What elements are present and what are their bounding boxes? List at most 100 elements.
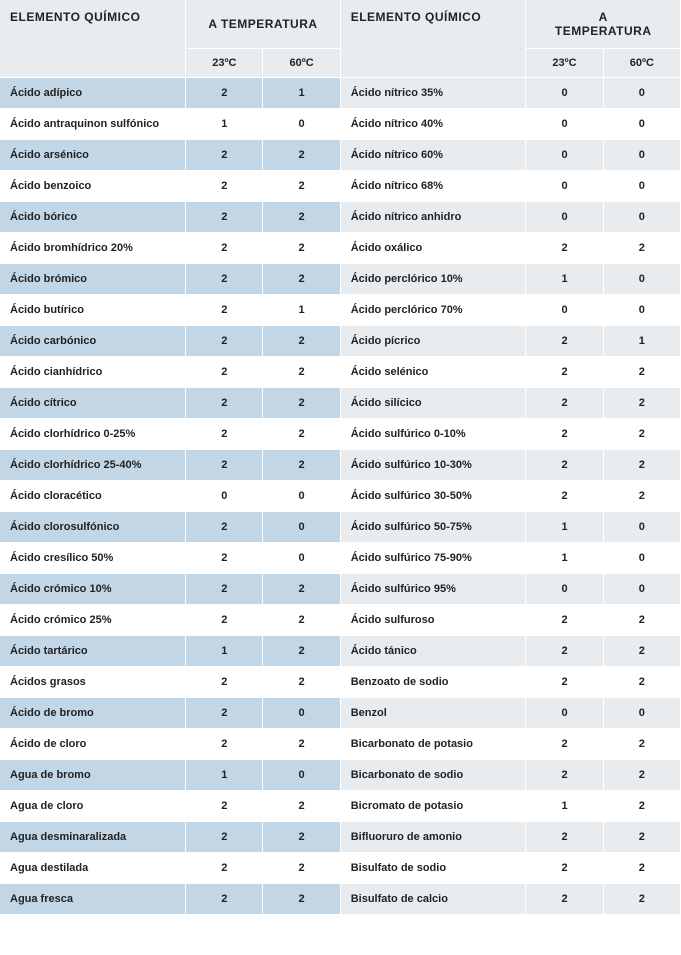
- element-value: 2: [263, 264, 340, 295]
- element-name: Ácido adípico: [0, 78, 186, 109]
- element-value: 0: [526, 202, 603, 233]
- element-value: 0: [186, 481, 263, 512]
- table-row: Ácido butírico21Ácido perclórico 70%00: [0, 295, 681, 326]
- header-23-right: 23ºC: [526, 49, 603, 78]
- element-value: 1: [526, 264, 603, 295]
- element-name: Ácido clorhídrico 0-25%: [0, 419, 186, 450]
- element-value: 0: [526, 295, 603, 326]
- element-name: Bisulfato de sodio: [340, 853, 526, 884]
- element-value: 1: [186, 760, 263, 791]
- element-value: 2: [526, 853, 603, 884]
- element-value: 0: [603, 140, 680, 171]
- element-name: Ácido sulfuroso: [340, 605, 526, 636]
- element-name: Agua destilada: [0, 853, 186, 884]
- element-value: 2: [603, 233, 680, 264]
- element-value: 1: [526, 512, 603, 543]
- element-value: 0: [263, 698, 340, 729]
- element-value: 2: [186, 853, 263, 884]
- element-name: Ácido perclórico 10%: [340, 264, 526, 295]
- element-value: 2: [526, 636, 603, 667]
- element-name: Bicromato de potasio: [340, 791, 526, 822]
- element-value: 2: [263, 419, 340, 450]
- element-value: 0: [603, 202, 680, 233]
- element-name: Ácido oxálico: [340, 233, 526, 264]
- element-value: 1: [526, 543, 603, 574]
- element-value: 2: [186, 791, 263, 822]
- element-value: 2: [603, 450, 680, 481]
- element-name: Ácido nítrico anhidro: [340, 202, 526, 233]
- element-value: 0: [603, 264, 680, 295]
- table-row: Ácido tartárico12Ácido tánico22: [0, 636, 681, 667]
- table-row: Ácido carbónico22Ácido pícrico21: [0, 326, 681, 357]
- element-value: 2: [186, 171, 263, 202]
- element-name: Ácidos grasos: [0, 667, 186, 698]
- element-value: 1: [526, 791, 603, 822]
- table-row: Ácido bórico22Ácido nítrico anhidro00: [0, 202, 681, 233]
- element-value: 2: [526, 450, 603, 481]
- table-row: Ácido clorosulfónico20Ácido sulfúrico 50…: [0, 512, 681, 543]
- element-value: 2: [603, 884, 680, 915]
- table-row: Ácido cloracético00Ácido sulfúrico 30-50…: [0, 481, 681, 512]
- element-name: Ácido carbónico: [0, 326, 186, 357]
- element-value: 2: [526, 729, 603, 760]
- element-value: 2: [603, 760, 680, 791]
- element-value: 2: [526, 667, 603, 698]
- element-value: 2: [186, 78, 263, 109]
- element-value: 2: [186, 264, 263, 295]
- element-value: 2: [526, 357, 603, 388]
- element-value: 2: [263, 667, 340, 698]
- table-row: Ácido arsénico22Ácido nítrico 60%00: [0, 140, 681, 171]
- element-name: Agua fresca: [0, 884, 186, 915]
- element-name: Ácido pícrico: [340, 326, 526, 357]
- element-name: Ácido selénico: [340, 357, 526, 388]
- element-value: 2: [186, 543, 263, 574]
- element-value: 2: [186, 450, 263, 481]
- element-value: 2: [263, 450, 340, 481]
- element-value: 2: [263, 636, 340, 667]
- element-name: Ácido cítrico: [0, 388, 186, 419]
- element-value: 2: [186, 357, 263, 388]
- element-name: Ácido arsénico: [0, 140, 186, 171]
- header-element-left: ELEMENTO QUÍMICO: [0, 0, 186, 78]
- table-row: Ácido cresílico 50%20Ácido sulfúrico 75-…: [0, 543, 681, 574]
- table-row: Ácido clorhídrico 25-40%22Ácido sulfúric…: [0, 450, 681, 481]
- element-value: 0: [526, 78, 603, 109]
- element-name: Ácido brómico: [0, 264, 186, 295]
- element-value: 2: [186, 419, 263, 450]
- table-row: Agua destilada22Bisulfato de sodio22: [0, 853, 681, 884]
- element-value: 0: [603, 295, 680, 326]
- element-value: 2: [603, 667, 680, 698]
- element-value: 2: [186, 667, 263, 698]
- table-row: Ácido de cloro22Bicarbonato de potasio22: [0, 729, 681, 760]
- table-row: Ácido adípico21Ácido nítrico 35%00: [0, 78, 681, 109]
- element-name: Ácido nítrico 40%: [340, 109, 526, 140]
- element-name: Ácido butírico: [0, 295, 186, 326]
- table-row: Ácido antraquinon sulfónico10Ácido nítri…: [0, 109, 681, 140]
- element-value: 2: [186, 202, 263, 233]
- table-row: Ácido crómico 10%22Ácido sulfúrico 95%00: [0, 574, 681, 605]
- element-value: 1: [186, 109, 263, 140]
- element-name: Ácido bromhídrico 20%: [0, 233, 186, 264]
- element-value: 0: [603, 171, 680, 202]
- table-row: Ácido cianhídrico22Ácido selénico22: [0, 357, 681, 388]
- element-name: Agua de cloro: [0, 791, 186, 822]
- element-value: 1: [186, 636, 263, 667]
- element-value: 2: [263, 822, 340, 853]
- element-name: Ácido de bromo: [0, 698, 186, 729]
- element-value: 2: [526, 884, 603, 915]
- table-row: Ácido brómico22Ácido perclórico 10%10: [0, 264, 681, 295]
- element-value: 2: [186, 512, 263, 543]
- element-value: 2: [263, 388, 340, 419]
- element-value: 2: [526, 388, 603, 419]
- element-value: 2: [263, 605, 340, 636]
- element-value: 0: [526, 140, 603, 171]
- element-value: 2: [603, 605, 680, 636]
- element-value: 0: [526, 574, 603, 605]
- element-value: 2: [186, 884, 263, 915]
- element-value: 0: [603, 512, 680, 543]
- element-name: Ácido antraquinon sulfónico: [0, 109, 186, 140]
- header-60-left: 60ºC: [263, 49, 340, 78]
- element-name: Ácido de cloro: [0, 729, 186, 760]
- element-value: 0: [526, 698, 603, 729]
- element-name: Ácido cloracético: [0, 481, 186, 512]
